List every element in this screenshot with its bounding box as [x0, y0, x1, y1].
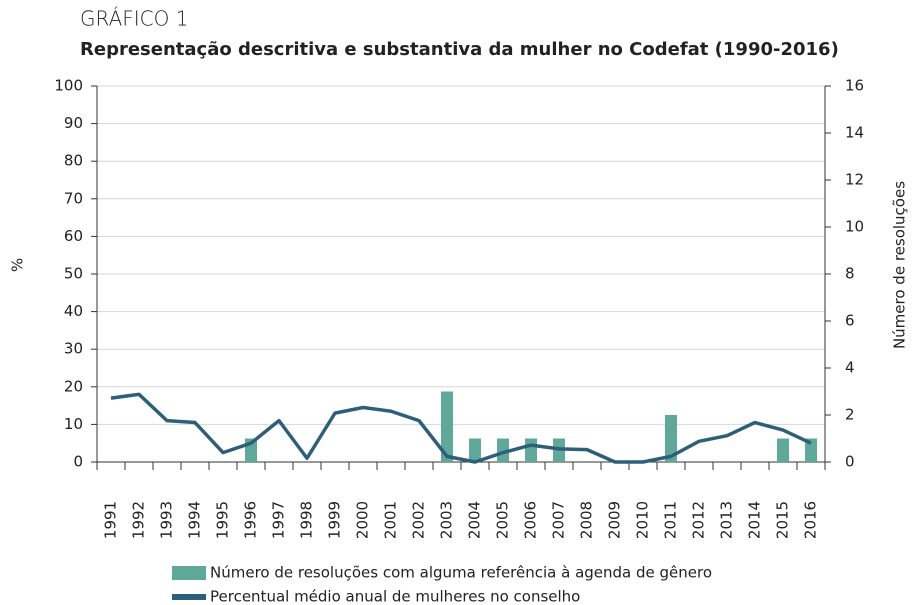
legend-swatch: [172, 566, 206, 580]
line: [110, 392, 812, 464]
y2-tick-label: 4: [845, 359, 855, 377]
x-tick-label: 1993: [158, 501, 176, 539]
y2-tick-label: 12: [845, 171, 864, 189]
x-tick-label: 2014: [746, 501, 764, 539]
x-tick-label: 1999: [326, 501, 344, 539]
legend-swatch: [172, 594, 206, 600]
x-tick-label: 2003: [438, 501, 456, 539]
x-tick-label: 2010: [634, 501, 652, 539]
legend-label: Percentual médio anual de mulheres no co…: [210, 588, 580, 605]
y-tick-label: 20: [64, 377, 83, 395]
bar: [497, 438, 509, 462]
legend-label: Número de resoluções com alguma referênc…: [210, 564, 712, 582]
x-tick-label: 2005: [494, 501, 512, 539]
y-tick-label: 30: [64, 340, 83, 358]
y-tick-label: 0: [73, 453, 83, 471]
x-tick-label: 2007: [550, 501, 568, 539]
x-tick-label: 2011: [662, 501, 680, 539]
y2-tick-label: 14: [845, 124, 864, 142]
x-tick-label: 2016: [802, 501, 820, 539]
y-tick-label: 100: [54, 77, 83, 95]
y-tick-label: 40: [64, 302, 83, 320]
x-tick-label: 2015: [774, 501, 792, 539]
y2-axis-label: Número de resoluções: [891, 181, 909, 349]
y-tick-label: 10: [64, 415, 83, 433]
y-axis-label: %: [9, 258, 27, 272]
x-tick-label: 2009: [606, 501, 624, 539]
x-tick-label: 2004: [466, 501, 484, 539]
x-tick-label: 1995: [214, 501, 232, 539]
bar: [441, 391, 453, 462]
y-tick-label: 60: [64, 227, 83, 245]
x-tick-label: 2001: [382, 501, 400, 539]
x-tick-label: 1991: [102, 501, 120, 539]
y2-tick-label: 6: [845, 312, 855, 330]
x-tick-label: 1992: [130, 501, 148, 539]
x-tick-label: 2012: [690, 501, 708, 539]
y-tick-label: 50: [64, 265, 83, 283]
y-tick-label: 90: [64, 114, 83, 132]
x-tick-label: 1996: [242, 501, 260, 539]
y2-tick-label: 2: [845, 406, 855, 424]
chart-title: Representação descritiva e substantiva d…: [80, 39, 839, 60]
bar: [469, 438, 481, 462]
x-tick-label: 2008: [578, 501, 596, 539]
bar: [665, 415, 677, 462]
y2-tick-label: 16: [845, 77, 864, 95]
y2-tick-label: 10: [845, 218, 864, 236]
y2-tick-label: 0: [845, 453, 855, 471]
bar: [777, 438, 789, 462]
chart-label: GRÁFICO 1: [80, 7, 188, 31]
y-tick-label: 70: [64, 189, 83, 207]
x-tick-label: 2013: [718, 501, 736, 539]
x-tick-label: 2000: [354, 501, 372, 539]
y2-tick-label: 8: [845, 265, 855, 283]
y-tick-label: 80: [64, 152, 83, 170]
x-tick-label: 1997: [270, 501, 288, 539]
bar: [805, 438, 817, 462]
x-tick-label: 2002: [410, 501, 428, 539]
x-tick-label: 1998: [298, 501, 316, 539]
bar: [525, 438, 537, 462]
x-tick-label: 2006: [522, 501, 540, 539]
x-tick-label: 1994: [186, 501, 204, 539]
